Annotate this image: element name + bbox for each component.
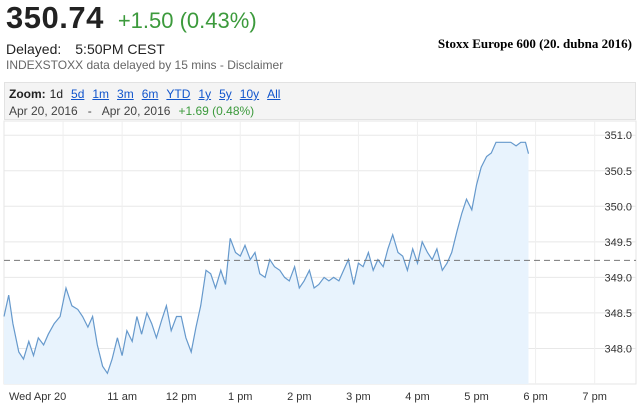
y-tick-label: 349.5 xyxy=(604,237,632,249)
zoom-label: Zoom: xyxy=(9,87,46,101)
x-tick-label: 11 am xyxy=(107,391,137,403)
zoom-option-all[interactable]: All xyxy=(267,87,281,101)
y-tick-label: 349.0 xyxy=(604,272,632,284)
x-tick-label: 12 pm xyxy=(166,391,197,403)
y-tick-label: 348.5 xyxy=(604,308,632,320)
y-tick-label: 350.0 xyxy=(604,201,632,213)
chart-caption: Stoxx Europe 600 (20. dubna 2016) xyxy=(437,36,632,51)
range-end-date[interactable]: Apr 20, 2016 xyxy=(101,104,171,118)
price-area-fill xyxy=(4,142,529,384)
index-price: 350.74 xyxy=(6,0,104,35)
zoom-option-6m[interactable]: 6m xyxy=(141,87,159,101)
x-tick-label: 5 pm xyxy=(464,391,488,403)
x-axis-labels: Wed Apr 20 11 am 12 pm 1 pm 2 pm 3 pm 4 pm 5 pm… xyxy=(9,391,607,403)
y-tick-label: 351.0 xyxy=(604,130,632,142)
x-tick-label: 2 pm xyxy=(287,391,311,403)
x-tick-label: 6 pm xyxy=(523,391,547,403)
price-change: +1.50 (0.43%) xyxy=(117,8,257,33)
delayed-time: 5:50PM CEST xyxy=(75,41,165,57)
quote-header: 350.74 +1.50 (0.43%) xyxy=(6,0,257,40)
range-separator: - xyxy=(87,104,92,118)
zoom-option-ytd[interactable]: YTD xyxy=(166,87,191,101)
date-range-row: Apr 20, 2016 - Apr 20, 2016 +1.69 (0.48%… xyxy=(9,104,254,118)
gridlines xyxy=(4,121,636,384)
zoom-option-1d[interactable]: 1d xyxy=(49,87,64,101)
zoom-option-5d[interactable]: 5d xyxy=(71,87,85,101)
delay-status: Delayed: 5:50PM CEST xyxy=(6,41,165,57)
zoom-toolbar: Zoom: 1d 5d 1m 3m 6m YTD 1y 5y 10y All A… xyxy=(4,82,636,120)
zoom-option-1m[interactable]: 1m xyxy=(92,87,110,101)
range-start-date[interactable]: Apr 20, 2016 xyxy=(9,104,78,118)
x-tick-label: Wed Apr 20 xyxy=(9,391,66,403)
range-change: +1.69 (0.48%) xyxy=(178,104,255,118)
delayed-label: Delayed: xyxy=(6,41,62,57)
zoom-option-10y[interactable]: 10y xyxy=(239,87,260,101)
x-tick-label: 1 pm xyxy=(228,391,252,403)
x-tick-label: 7 pm xyxy=(582,391,606,403)
y-axis-labels: 348.0 348.5 349.0 349.5 350.0 350.5 351.0 xyxy=(604,130,632,355)
zoom-option-3m[interactable]: 3m xyxy=(117,87,134,101)
y-tick-label: 350.5 xyxy=(604,166,632,178)
zoom-options-row: Zoom: 1d 5d 1m 3m 6m YTD 1y 5y 10y All xyxy=(9,87,288,101)
y-tick-label: 348.0 xyxy=(604,343,632,355)
zoom-option-5y[interactable]: 5y xyxy=(219,87,232,101)
zoom-option-1y[interactable]: 1y xyxy=(198,87,212,101)
x-tick-label: 3 pm xyxy=(346,391,370,403)
x-tick-label: 4 pm xyxy=(405,391,429,403)
price-line xyxy=(3,141,530,375)
data-source-note: INDEXSTOXX data delayed by 15 mins - Dis… xyxy=(6,58,284,72)
